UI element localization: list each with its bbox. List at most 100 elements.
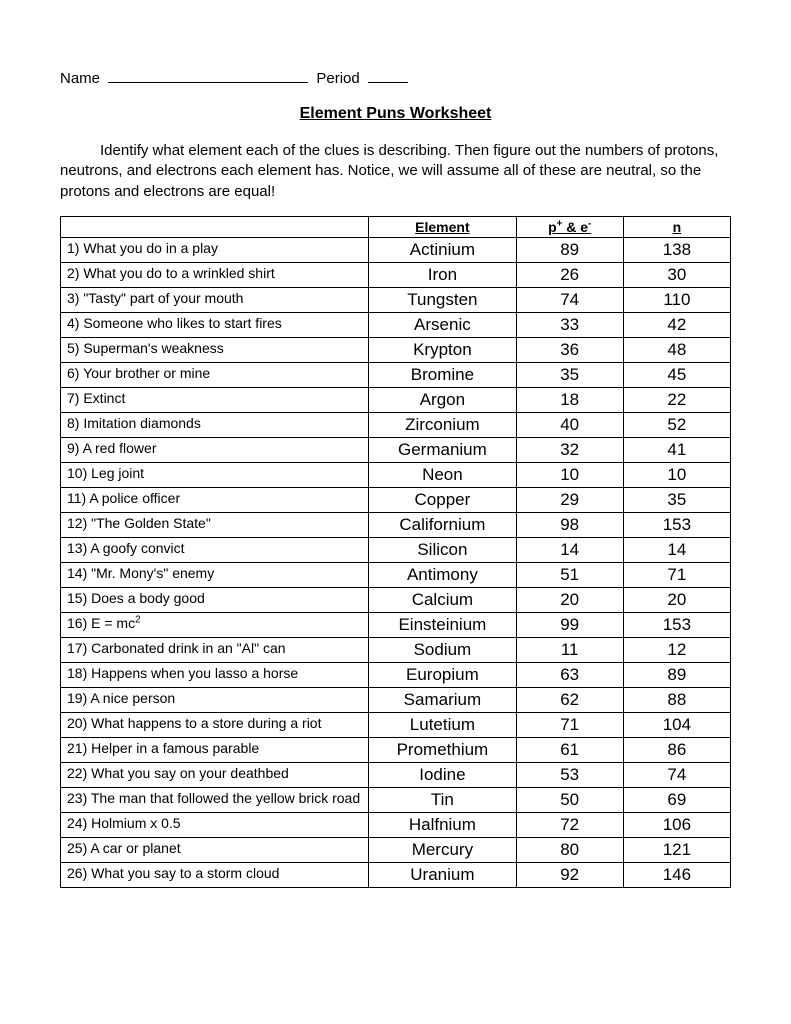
- header-neutrons: n: [623, 216, 730, 237]
- clue-cell: 25) A car or planet: [61, 837, 369, 862]
- protons-electrons-cell: 32: [516, 437, 623, 462]
- neutrons-cell: 86: [623, 737, 730, 762]
- table-row: 9) A red flowerGermanium3241: [61, 437, 731, 462]
- clue-cell: 19) A nice person: [61, 687, 369, 712]
- protons-electrons-cell: 18: [516, 387, 623, 412]
- neutrons-cell: 22: [623, 387, 730, 412]
- protons-electrons-cell: 99: [516, 612, 623, 637]
- neutrons-cell: 74: [623, 762, 730, 787]
- element-cell: Bromine: [369, 362, 516, 387]
- clue-cell: 1) What you do in a play: [61, 237, 369, 262]
- worksheet-table: Element p+ & e- n 1) What you do in a pl…: [60, 216, 731, 888]
- worksheet-title: Element Puns Worksheet: [60, 105, 731, 123]
- protons-electrons-cell: 50: [516, 787, 623, 812]
- clue-cell: 12) "The Golden State": [61, 512, 369, 537]
- element-cell: Argon: [369, 387, 516, 412]
- element-cell: Lutetium: [369, 712, 516, 737]
- clue-cell: 5) Superman's weakness: [61, 337, 369, 362]
- name-blank: [108, 82, 308, 83]
- table-row: 18) Happens when you lasso a horseEuropi…: [61, 662, 731, 687]
- neutrons-cell: 121: [623, 837, 730, 862]
- instructions-text: Identify what element each of the clues …: [60, 141, 731, 202]
- clue-cell: 6) Your brother or mine: [61, 362, 369, 387]
- protons-electrons-cell: 92: [516, 862, 623, 887]
- table-row: 25) A car or planetMercury80121: [61, 837, 731, 862]
- neutrons-cell: 88: [623, 687, 730, 712]
- protons-electrons-cell: 51: [516, 562, 623, 587]
- neutrons-cell: 104: [623, 712, 730, 737]
- element-cell: Samarium: [369, 687, 516, 712]
- table-row: 11) A police officerCopper2935: [61, 487, 731, 512]
- table-row: 6) Your brother or mineBromine3545: [61, 362, 731, 387]
- clue-cell: 23) The man that followed the yellow bri…: [61, 787, 369, 812]
- protons-electrons-cell: 63: [516, 662, 623, 687]
- neutrons-cell: 153: [623, 612, 730, 637]
- element-cell: Mercury: [369, 837, 516, 862]
- protons-electrons-cell: 74: [516, 287, 623, 312]
- neutrons-cell: 71: [623, 562, 730, 587]
- neutrons-cell: 69: [623, 787, 730, 812]
- clue-cell: 15) Does a body good: [61, 587, 369, 612]
- element-cell: Calcium: [369, 587, 516, 612]
- table-row: 13) A goofy convictSilicon1414: [61, 537, 731, 562]
- element-cell: Krypton: [369, 337, 516, 362]
- protons-electrons-cell: 98: [516, 512, 623, 537]
- clue-cell: 18) Happens when you lasso a horse: [61, 662, 369, 687]
- element-cell: Copper: [369, 487, 516, 512]
- protons-electrons-cell: 72: [516, 812, 623, 837]
- clue-cell: 7) Extinct: [61, 387, 369, 412]
- neutrons-cell: 48: [623, 337, 730, 362]
- neutrons-cell: 12: [623, 637, 730, 662]
- header-element: Element: [369, 216, 516, 237]
- table-row: 21) Helper in a famous parablePromethium…: [61, 737, 731, 762]
- clue-cell: 21) Helper in a famous parable: [61, 737, 369, 762]
- element-cell: Neon: [369, 462, 516, 487]
- protons-electrons-cell: 62: [516, 687, 623, 712]
- protons-electrons-cell: 35: [516, 362, 623, 387]
- table-row: 15) Does a body goodCalcium2020: [61, 587, 731, 612]
- clue-cell: 13) A goofy convict: [61, 537, 369, 562]
- clue-cell: 20) What happens to a store during a rio…: [61, 712, 369, 737]
- protons-electrons-cell: 29: [516, 487, 623, 512]
- protons-electrons-cell: 71: [516, 712, 623, 737]
- table-row: 2) What you do to a wrinkled shirtIron26…: [61, 262, 731, 287]
- element-cell: Tungsten: [369, 287, 516, 312]
- clue-cell: 3) "Tasty" part of your mouth: [61, 287, 369, 312]
- neutrons-cell: 146: [623, 862, 730, 887]
- clue-cell: 10) Leg joint: [61, 462, 369, 487]
- element-cell: Europium: [369, 662, 516, 687]
- protons-electrons-cell: 14: [516, 537, 623, 562]
- period-label: Period: [316, 70, 359, 87]
- protons-electrons-cell: 33: [516, 312, 623, 337]
- worksheet-page: Name Period Element Puns Worksheet Ident…: [0, 0, 791, 1024]
- protons-electrons-cell: 20: [516, 587, 623, 612]
- table-row: 22) What you say on your deathbedIodine5…: [61, 762, 731, 787]
- table-row: 17) Carbonated drink in an "Al" canSodiu…: [61, 637, 731, 662]
- neutrons-cell: 41: [623, 437, 730, 462]
- neutrons-cell: 35: [623, 487, 730, 512]
- table-row: 16) E = mc2Einsteinium99153: [61, 612, 731, 637]
- table-row: 24) Holmium x 0.5Halfnium72106: [61, 812, 731, 837]
- element-cell: Silicon: [369, 537, 516, 562]
- table-row: 10) Leg jointNeon1010: [61, 462, 731, 487]
- table-row: 12) "The Golden State"Californium98153: [61, 512, 731, 537]
- element-cell: Californium: [369, 512, 516, 537]
- protons-electrons-cell: 80: [516, 837, 623, 862]
- clue-cell: 16) E = mc2: [61, 612, 369, 637]
- table-row: 5) Superman's weaknessKrypton3648: [61, 337, 731, 362]
- element-cell: Einsteinium: [369, 612, 516, 637]
- clue-cell: 24) Holmium x 0.5: [61, 812, 369, 837]
- clue-cell: 22) What you say on your deathbed: [61, 762, 369, 787]
- clue-cell: 17) Carbonated drink in an "Al" can: [61, 637, 369, 662]
- clue-cell: 14) "Mr. Mony's" enemy: [61, 562, 369, 587]
- element-cell: Actinium: [369, 237, 516, 262]
- neutrons-cell: 106: [623, 812, 730, 837]
- element-cell: Tin: [369, 787, 516, 812]
- element-cell: Uranium: [369, 862, 516, 887]
- protons-electrons-cell: 61: [516, 737, 623, 762]
- element-cell: Antimony: [369, 562, 516, 587]
- header-protons-electrons: p+ & e-: [516, 216, 623, 237]
- element-cell: Halfnium: [369, 812, 516, 837]
- table-row: 20) What happens to a store during a rio…: [61, 712, 731, 737]
- clue-cell: 8) Imitation diamonds: [61, 412, 369, 437]
